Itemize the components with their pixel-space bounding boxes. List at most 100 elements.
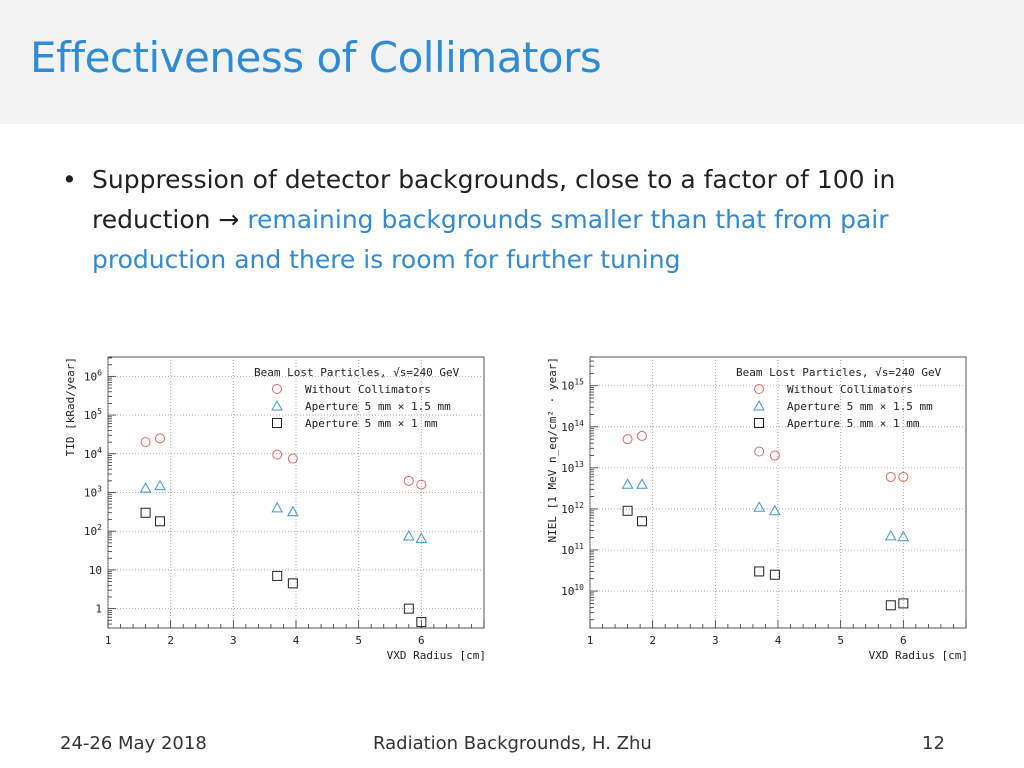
data-point-triangle: [897, 530, 910, 542]
data-point-triangle: [402, 530, 415, 541]
legend-marker: [754, 418, 764, 428]
y-tick-exponent: 13: [574, 460, 584, 469]
y-tick-label: 10: [89, 564, 102, 577]
x-tick-label: 3: [230, 634, 237, 647]
data-point-triangle: [154, 479, 166, 491]
legend-entry: Without Collimators: [305, 383, 431, 396]
x-tick-label: 1: [105, 634, 112, 647]
y-tick-label: 104: [84, 446, 102, 461]
y-tick-exponent: 11: [574, 542, 584, 551]
legend-marker: [271, 399, 283, 411]
y-tick-label: 1012: [561, 501, 584, 516]
data-point-circle: [416, 479, 427, 490]
data-point-circle: [885, 471, 896, 482]
footer-date: 24-26 May 2018: [60, 733, 207, 754]
data-point-square: [769, 569, 780, 580]
data-point-triangle: [753, 501, 766, 512]
data-point-circle: [898, 471, 909, 482]
y-tick-label: 1011: [561, 542, 584, 557]
y-tick-label: 106: [84, 368, 102, 383]
tid-chart: 1 2 3 4 5 6 1 10 102 103 104 105 106 VXD Radius [cm] T…: [58, 345, 498, 665]
y-tick-exponent: 14: [574, 419, 584, 428]
x-tick-label: 1: [587, 634, 594, 647]
x-axis-title: VXD Radius [cm]: [869, 649, 968, 662]
x-tick-label: 4: [293, 634, 300, 647]
data-point-triangle: [139, 482, 152, 493]
y-tick-exponent: 6: [97, 368, 102, 377]
legend-marker: [272, 418, 282, 428]
data-point-square: [403, 603, 414, 614]
data-point-circle: [155, 433, 166, 444]
data-point-square: [140, 507, 151, 518]
data-point-square: [898, 598, 909, 609]
data-point-triangle: [287, 505, 299, 517]
data-point-circle: [272, 449, 283, 460]
data-point-circle: [140, 437, 151, 448]
x-tick-label: 5: [837, 634, 844, 647]
x-axis-title: VXD Radius [cm]: [387, 649, 486, 662]
data-point-square: [754, 566, 765, 577]
legend-entry: Without Collimators: [787, 383, 913, 396]
tid-chart-svg: 1 2 3 4 5 6 1 10 102 103 104 105 106 VXD Radius [cm] T…: [64, 356, 486, 662]
data-point-triangle: [621, 478, 634, 489]
y-tick-label: 105: [84, 407, 102, 422]
y-tick-exponent: 12: [574, 501, 584, 510]
bullet-point: • Suppression of detector backgrounds, c…: [62, 160, 992, 280]
data-point-square: [287, 578, 298, 589]
data-point-circle: [622, 434, 633, 445]
y-tick-exponent: 10: [574, 583, 584, 592]
x-tick-label: 5: [355, 634, 362, 647]
data-point-triangle: [271, 501, 284, 513]
data-point-triangle: [415, 532, 428, 543]
y-tick-label: 1015: [561, 378, 584, 393]
data-point-square: [885, 600, 896, 611]
legend-entry: Aperture 5 mm × 1.5 mm: [787, 400, 933, 413]
slide-title: Effectiveness of Collimators: [30, 33, 602, 82]
data-point-square: [637, 516, 648, 527]
data-point-circle: [637, 430, 648, 441]
data-point-triangle: [884, 529, 897, 541]
x-tick-label: 6: [418, 634, 425, 647]
data-point-circle: [754, 446, 765, 457]
data-point-triangle: [636, 478, 648, 489]
legend-title: Beam Lost Particles, √s=240 GeV: [254, 366, 460, 379]
data-point-square: [622, 505, 633, 516]
y-axis-title: TID [kRad/year]: [64, 357, 77, 456]
y-tick-label: 1010: [561, 583, 584, 598]
bullet-plain-text: Suppression of detector backgrounds, clo…: [92, 165, 896, 234]
x-tick-label: 2: [649, 634, 656, 647]
x-tick-label: 4: [775, 634, 782, 647]
y-tick-label: 1013: [561, 460, 584, 475]
legend-title: Beam Lost Particles, √s=240 GeV: [736, 366, 942, 379]
y-tick-exponent: 5: [97, 407, 102, 416]
footer-center: Radiation Backgrounds, H. Zhu: [373, 733, 652, 754]
data-point-circle: [287, 453, 298, 464]
data-point-triangle: [769, 504, 781, 516]
legend-entry: Aperture 5 mm × 1.5 mm: [305, 400, 451, 413]
y-axis-title: NIEL [1 MeV n_eq/cm² · year]: [546, 357, 559, 542]
bullet-highlight-text: remaining backgrounds smaller than that …: [92, 205, 889, 274]
data-point-circle: [403, 475, 414, 486]
bullet-icon: •: [62, 165, 77, 194]
y-tick-label: 102: [84, 523, 102, 538]
x-tick-label: 6: [900, 634, 907, 647]
bullet-text: Suppression of detector backgrounds, clo…: [92, 160, 992, 280]
x-tick-label: 3: [712, 634, 719, 647]
data-point-square: [416, 617, 427, 628]
y-tick-exponent: 3: [97, 485, 102, 494]
y-tick-exponent: 15: [574, 378, 584, 387]
legend-entry: Aperture 5 mm × 1 mm: [305, 417, 438, 430]
y-tick-exponent: 4: [97, 446, 102, 455]
y-tick-label: 1: [95, 603, 102, 616]
footer-page-number: 12: [922, 733, 945, 754]
data-point-square: [272, 570, 283, 581]
data-point-circle: [769, 450, 780, 461]
niel-chart: 1 2 3 4 5 6 1010 1011 1012 1013 1014 1015 VXD Radius…: [540, 345, 980, 665]
y-tick-exponent: 2: [97, 523, 102, 532]
title-bar: Effectiveness of Collimators: [0, 0, 1024, 124]
legend-marker: [754, 384, 764, 394]
y-tick-label: 1014: [561, 419, 584, 434]
legend-entry: Aperture 5 mm × 1 mm: [787, 417, 920, 430]
data-point-square: [155, 516, 166, 527]
